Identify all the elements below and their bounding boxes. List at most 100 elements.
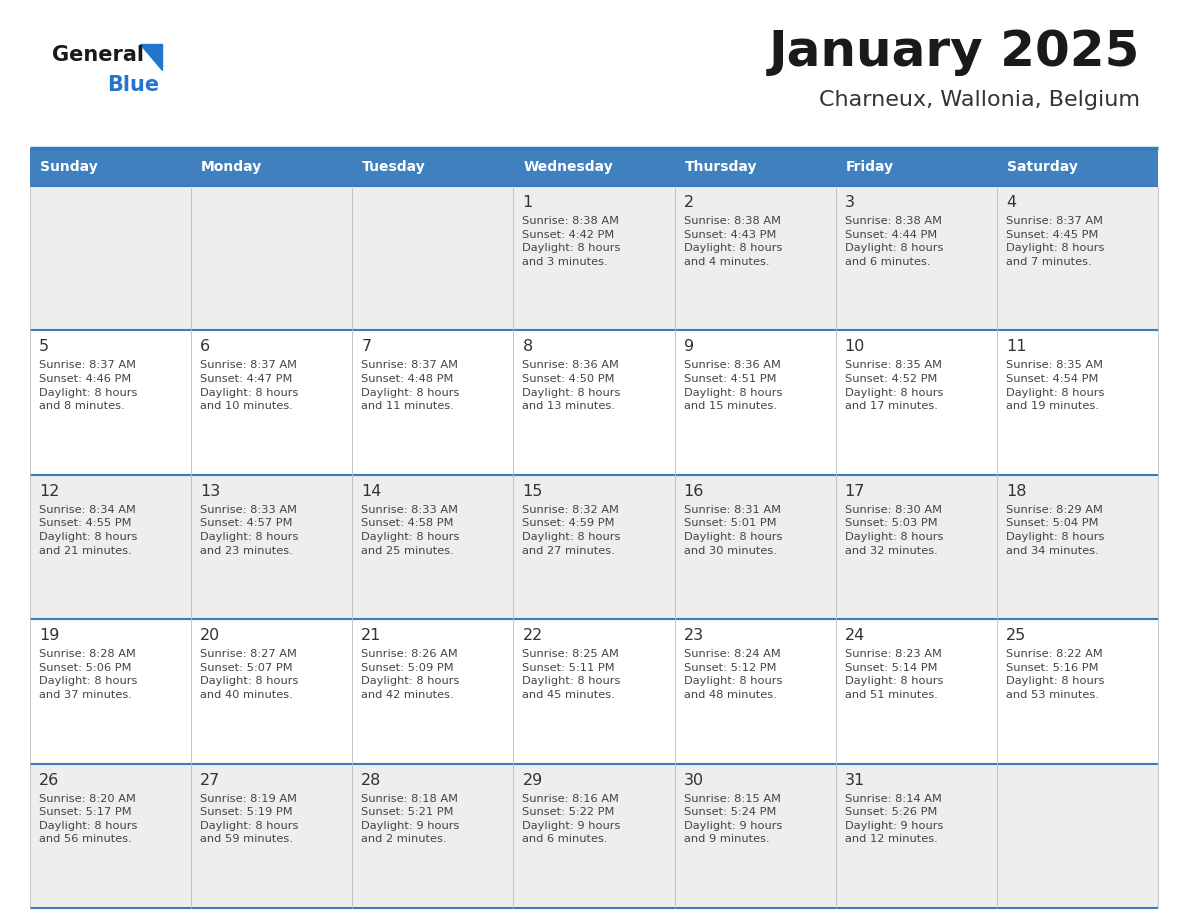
Bar — [675, 764, 835, 908]
Text: Sunrise: 8:37 AM
Sunset: 4:47 PM
Daylight: 8 hours
and 10 minutes.: Sunrise: 8:37 AM Sunset: 4:47 PM Dayligh… — [200, 361, 298, 411]
Bar — [191, 764, 353, 908]
Bar — [835, 330, 997, 475]
Bar — [835, 620, 997, 764]
Bar — [835, 186, 997, 330]
Text: Sunrise: 8:35 AM
Sunset: 4:54 PM
Daylight: 8 hours
and 19 minutes.: Sunrise: 8:35 AM Sunset: 4:54 PM Dayligh… — [1006, 361, 1104, 411]
Text: Sunrise: 8:22 AM
Sunset: 5:16 PM
Daylight: 8 hours
and 53 minutes.: Sunrise: 8:22 AM Sunset: 5:16 PM Dayligh… — [1006, 649, 1104, 700]
Text: Wednesday: Wednesday — [524, 160, 613, 174]
Text: Sunrise: 8:33 AM
Sunset: 4:57 PM
Daylight: 8 hours
and 23 minutes.: Sunrise: 8:33 AM Sunset: 4:57 PM Dayligh… — [200, 505, 298, 555]
Bar — [513, 186, 675, 330]
Text: Sunrise: 8:23 AM
Sunset: 5:14 PM
Daylight: 8 hours
and 51 minutes.: Sunrise: 8:23 AM Sunset: 5:14 PM Dayligh… — [845, 649, 943, 700]
Text: 23: 23 — [683, 628, 703, 644]
Text: Sunrise: 8:38 AM
Sunset: 4:43 PM
Daylight: 8 hours
and 4 minutes.: Sunrise: 8:38 AM Sunset: 4:43 PM Dayligh… — [683, 216, 782, 267]
Bar — [191, 186, 353, 330]
Bar — [353, 475, 513, 620]
Text: Sunday: Sunday — [40, 160, 97, 174]
Text: 30: 30 — [683, 773, 703, 788]
Text: Saturday: Saturday — [1007, 160, 1078, 174]
Text: Charneux, Wallonia, Belgium: Charneux, Wallonia, Belgium — [819, 90, 1140, 110]
Bar — [997, 620, 1158, 764]
Text: 27: 27 — [200, 773, 221, 788]
Text: 19: 19 — [39, 628, 59, 644]
Bar — [675, 148, 835, 186]
Text: Sunrise: 8:29 AM
Sunset: 5:04 PM
Daylight: 8 hours
and 34 minutes.: Sunrise: 8:29 AM Sunset: 5:04 PM Dayligh… — [1006, 505, 1104, 555]
Text: Friday: Friday — [846, 160, 893, 174]
Text: Sunrise: 8:19 AM
Sunset: 5:19 PM
Daylight: 8 hours
and 59 minutes.: Sunrise: 8:19 AM Sunset: 5:19 PM Dayligh… — [200, 793, 298, 845]
Text: 20: 20 — [200, 628, 221, 644]
Text: Sunrise: 8:24 AM
Sunset: 5:12 PM
Daylight: 8 hours
and 48 minutes.: Sunrise: 8:24 AM Sunset: 5:12 PM Dayligh… — [683, 649, 782, 700]
Text: 5: 5 — [39, 340, 49, 354]
Text: Sunrise: 8:20 AM
Sunset: 5:17 PM
Daylight: 8 hours
and 56 minutes.: Sunrise: 8:20 AM Sunset: 5:17 PM Dayligh… — [39, 793, 138, 845]
Text: Sunrise: 8:35 AM
Sunset: 4:52 PM
Daylight: 8 hours
and 17 minutes.: Sunrise: 8:35 AM Sunset: 4:52 PM Dayligh… — [845, 361, 943, 411]
Bar — [191, 148, 353, 186]
Polygon shape — [140, 44, 162, 70]
Text: Sunrise: 8:27 AM
Sunset: 5:07 PM
Daylight: 8 hours
and 40 minutes.: Sunrise: 8:27 AM Sunset: 5:07 PM Dayligh… — [200, 649, 298, 700]
Bar — [353, 148, 513, 186]
Text: 12: 12 — [39, 484, 59, 498]
Text: Sunrise: 8:38 AM
Sunset: 4:44 PM
Daylight: 8 hours
and 6 minutes.: Sunrise: 8:38 AM Sunset: 4:44 PM Dayligh… — [845, 216, 943, 267]
Bar — [513, 330, 675, 475]
Bar — [30, 620, 191, 764]
Text: 25: 25 — [1006, 628, 1026, 644]
Text: Sunrise: 8:32 AM
Sunset: 4:59 PM
Daylight: 8 hours
and 27 minutes.: Sunrise: 8:32 AM Sunset: 4:59 PM Dayligh… — [523, 505, 621, 555]
Text: Monday: Monday — [201, 160, 263, 174]
Text: Sunrise: 8:34 AM
Sunset: 4:55 PM
Daylight: 8 hours
and 21 minutes.: Sunrise: 8:34 AM Sunset: 4:55 PM Dayligh… — [39, 505, 138, 555]
Bar — [353, 764, 513, 908]
Text: 16: 16 — [683, 484, 704, 498]
Text: Sunrise: 8:36 AM
Sunset: 4:51 PM
Daylight: 8 hours
and 15 minutes.: Sunrise: 8:36 AM Sunset: 4:51 PM Dayligh… — [683, 361, 782, 411]
Bar — [513, 475, 675, 620]
Bar — [675, 186, 835, 330]
Text: 28: 28 — [361, 773, 381, 788]
Bar — [513, 764, 675, 908]
Bar — [835, 475, 997, 620]
Text: Sunrise: 8:14 AM
Sunset: 5:26 PM
Daylight: 9 hours
and 12 minutes.: Sunrise: 8:14 AM Sunset: 5:26 PM Dayligh… — [845, 793, 943, 845]
Text: Sunrise: 8:25 AM
Sunset: 5:11 PM
Daylight: 8 hours
and 45 minutes.: Sunrise: 8:25 AM Sunset: 5:11 PM Dayligh… — [523, 649, 621, 700]
Text: Sunrise: 8:15 AM
Sunset: 5:24 PM
Daylight: 9 hours
and 9 minutes.: Sunrise: 8:15 AM Sunset: 5:24 PM Dayligh… — [683, 793, 782, 845]
Bar — [997, 475, 1158, 620]
Text: 10: 10 — [845, 340, 865, 354]
Text: 11: 11 — [1006, 340, 1026, 354]
Bar — [997, 148, 1158, 186]
Bar — [353, 186, 513, 330]
Text: Sunrise: 8:37 AM
Sunset: 4:48 PM
Daylight: 8 hours
and 11 minutes.: Sunrise: 8:37 AM Sunset: 4:48 PM Dayligh… — [361, 361, 460, 411]
Text: Tuesday: Tuesday — [362, 160, 426, 174]
Bar — [513, 148, 675, 186]
Text: 3: 3 — [845, 195, 854, 210]
Text: 8: 8 — [523, 340, 532, 354]
Bar — [997, 330, 1158, 475]
Text: 2: 2 — [683, 195, 694, 210]
Text: 14: 14 — [361, 484, 381, 498]
Text: Thursday: Thursday — [684, 160, 757, 174]
Text: Sunrise: 8:30 AM
Sunset: 5:03 PM
Daylight: 8 hours
and 32 minutes.: Sunrise: 8:30 AM Sunset: 5:03 PM Dayligh… — [845, 505, 943, 555]
Bar — [675, 330, 835, 475]
Bar — [997, 764, 1158, 908]
Text: Sunrise: 8:31 AM
Sunset: 5:01 PM
Daylight: 8 hours
and 30 minutes.: Sunrise: 8:31 AM Sunset: 5:01 PM Dayligh… — [683, 505, 782, 555]
Text: 7: 7 — [361, 340, 372, 354]
Text: 4: 4 — [1006, 195, 1016, 210]
Bar — [191, 620, 353, 764]
Text: Sunrise: 8:33 AM
Sunset: 4:58 PM
Daylight: 8 hours
and 25 minutes.: Sunrise: 8:33 AM Sunset: 4:58 PM Dayligh… — [361, 505, 460, 555]
Text: General: General — [52, 45, 144, 65]
Text: 17: 17 — [845, 484, 865, 498]
Text: January 2025: January 2025 — [769, 28, 1140, 76]
Text: Sunrise: 8:26 AM
Sunset: 5:09 PM
Daylight: 8 hours
and 42 minutes.: Sunrise: 8:26 AM Sunset: 5:09 PM Dayligh… — [361, 649, 460, 700]
Text: Blue: Blue — [107, 75, 159, 95]
Bar — [353, 620, 513, 764]
Bar — [997, 186, 1158, 330]
Text: Sunrise: 8:36 AM
Sunset: 4:50 PM
Daylight: 8 hours
and 13 minutes.: Sunrise: 8:36 AM Sunset: 4:50 PM Dayligh… — [523, 361, 621, 411]
Bar — [30, 764, 191, 908]
Text: Sunrise: 8:16 AM
Sunset: 5:22 PM
Daylight: 9 hours
and 6 minutes.: Sunrise: 8:16 AM Sunset: 5:22 PM Dayligh… — [523, 793, 621, 845]
Text: 9: 9 — [683, 340, 694, 354]
Text: 26: 26 — [39, 773, 59, 788]
Bar — [675, 620, 835, 764]
Text: 21: 21 — [361, 628, 381, 644]
Bar — [30, 186, 191, 330]
Bar — [353, 330, 513, 475]
Text: 22: 22 — [523, 628, 543, 644]
Text: Sunrise: 8:37 AM
Sunset: 4:46 PM
Daylight: 8 hours
and 8 minutes.: Sunrise: 8:37 AM Sunset: 4:46 PM Dayligh… — [39, 361, 138, 411]
Text: 18: 18 — [1006, 484, 1026, 498]
Bar — [30, 330, 191, 475]
Text: Sunrise: 8:28 AM
Sunset: 5:06 PM
Daylight: 8 hours
and 37 minutes.: Sunrise: 8:28 AM Sunset: 5:06 PM Dayligh… — [39, 649, 138, 700]
Text: 29: 29 — [523, 773, 543, 788]
Text: 15: 15 — [523, 484, 543, 498]
